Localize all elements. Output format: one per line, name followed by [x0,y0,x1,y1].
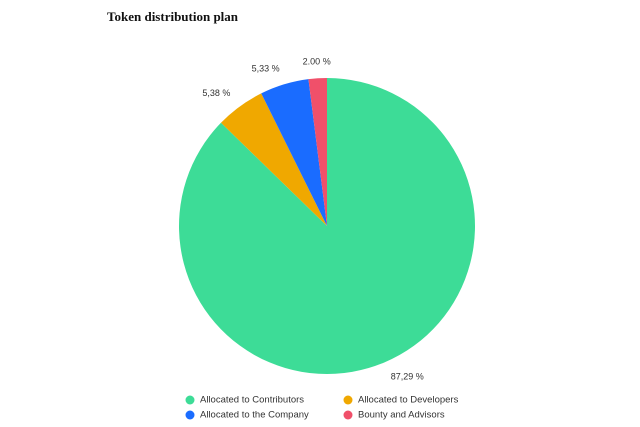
pie-slice [308,78,327,226]
legend-label: Bounty and Advisors [358,410,445,421]
legend-label: Allocated to the Company [200,410,309,421]
legend-label: Allocated to Contributors [200,395,304,406]
value-label: 2.00 % [303,57,331,67]
legend-swatch [343,410,353,420]
pie-slice [179,78,476,374]
value-label: 5,33 % [252,63,280,73]
pie-slice [261,79,327,226]
pie-slice [220,93,327,226]
legend-swatch [185,410,195,420]
value-label: 87,29 % [391,371,424,381]
chart-title: Token distribution plan [107,9,239,24]
value-label: 5,38 % [202,88,230,98]
legend-swatch [343,395,353,405]
legend-label: Allocated to Developers [358,395,459,406]
legend-swatch [185,395,195,405]
